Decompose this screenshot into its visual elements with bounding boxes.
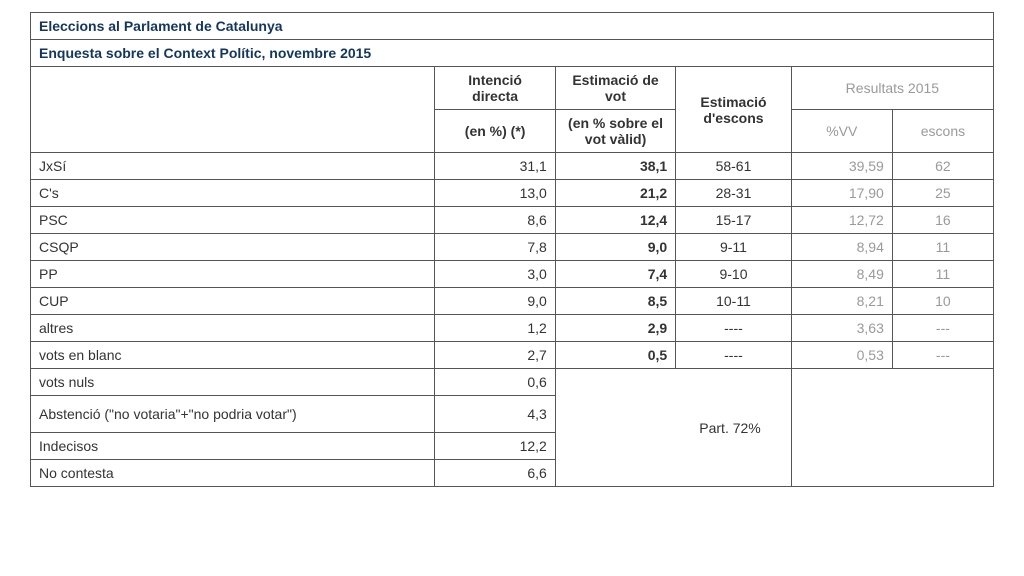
party-name: PP [31,261,435,288]
participacio: Part. 72% [555,369,791,487]
party-name: vots en blanc [31,342,435,369]
intencio-value: 31,1 [435,153,555,180]
intencio-value: 9,0 [435,288,555,315]
escons-value: 28-31 [676,180,792,207]
res-escons-value: --- [892,342,993,369]
indecisos-value: 12,2 [435,433,555,460]
escons-value: ---- [676,342,792,369]
table-row: JxSí31,138,158-6139,5962 [31,153,994,180]
res-escons-value: 11 [892,234,993,261]
vv-value: 0,53 [791,342,892,369]
escons-value: 9-11 [676,234,792,261]
table-row: vots en blanc2,70,5----0,53--- [31,342,994,369]
nocontesta-value: 6,6 [435,460,555,487]
estimacio-value: 38,1 [555,153,675,180]
escons-value: 58-61 [676,153,792,180]
header-res-escons: escons [892,110,993,153]
estimacio-value: 21,2 [555,180,675,207]
intencio-value: 13,0 [435,180,555,207]
intencio-value: 2,7 [435,342,555,369]
vv-value: 8,94 [791,234,892,261]
vv-value: 17,90 [791,180,892,207]
vv-value: 8,49 [791,261,892,288]
vv-value: 39,59 [791,153,892,180]
party-name: CUP [31,288,435,315]
header-intencio-top: Intenció directa [435,67,555,110]
nocontesta-label: No contesta [31,460,435,487]
escons-value: ---- [676,315,792,342]
party-name: altres [31,315,435,342]
table-row: altres1,22,9----3,63--- [31,315,994,342]
table-title-1: Eleccions al Parlament de Catalunya [31,13,994,40]
intencio-value: 7,8 [435,234,555,261]
escons-value: 9-10 [676,261,792,288]
res-escons-value: 62 [892,153,993,180]
header-intencio-sub: (en %) (*) [435,110,555,153]
indecisos-label: Indecisos [31,433,435,460]
estimacio-value: 2,9 [555,315,675,342]
party-name: C's [31,180,435,207]
estimacio-value: 8,5 [555,288,675,315]
row-nuls: vots nuls 0,6 Part. 72% [31,369,994,396]
empty-bottom-right [791,369,993,487]
res-escons-value: 25 [892,180,993,207]
res-escons-value: 11 [892,261,993,288]
election-poll-table: Eleccions al Parlament de Catalunya Enqu… [30,12,994,487]
abstencio-value: 4,3 [435,396,555,433]
party-name: PSC [31,207,435,234]
intencio-value: 8,6 [435,207,555,234]
header-vv: %VV [791,110,892,153]
escons-value: 10-11 [676,288,792,315]
intencio-value: 3,0 [435,261,555,288]
vv-value: 3,63 [791,315,892,342]
table-row: CSQP7,89,09-118,9411 [31,234,994,261]
res-escons-value: --- [892,315,993,342]
estimacio-value: 9,0 [555,234,675,261]
party-name: JxSí [31,153,435,180]
escons-value: 15-17 [676,207,792,234]
nuls-label: vots nuls [31,369,435,396]
vv-value: 12,72 [791,207,892,234]
header-resultats: Resultats 2015 [791,67,993,110]
table-row: CUP9,08,510-118,2110 [31,288,994,315]
table-title-2: Enquesta sobre el Context Polític, novem… [31,40,994,67]
nuls-value: 0,6 [435,369,555,396]
estimacio-value: 12,4 [555,207,675,234]
party-name: CSQP [31,234,435,261]
table-row: C's13,021,228-3117,9025 [31,180,994,207]
vv-value: 8,21 [791,288,892,315]
table-row: PP3,07,49-108,4911 [31,261,994,288]
table-row: PSC8,612,415-1712,7216 [31,207,994,234]
header-estimacio-sub: (en % sobre el vot vàlid) [555,110,675,153]
estimacio-value: 7,4 [555,261,675,288]
header-estimacio-top: Estimació de vot [555,67,675,110]
res-escons-value: 10 [892,288,993,315]
intencio-value: 1,2 [435,315,555,342]
estimacio-value: 0,5 [555,342,675,369]
abstencio-label: Abstenció ("no votaria"+"no podria votar… [31,396,435,433]
header-empty [31,67,435,153]
header-escons: Estimació d'escons [676,67,792,153]
res-escons-value: 16 [892,207,993,234]
